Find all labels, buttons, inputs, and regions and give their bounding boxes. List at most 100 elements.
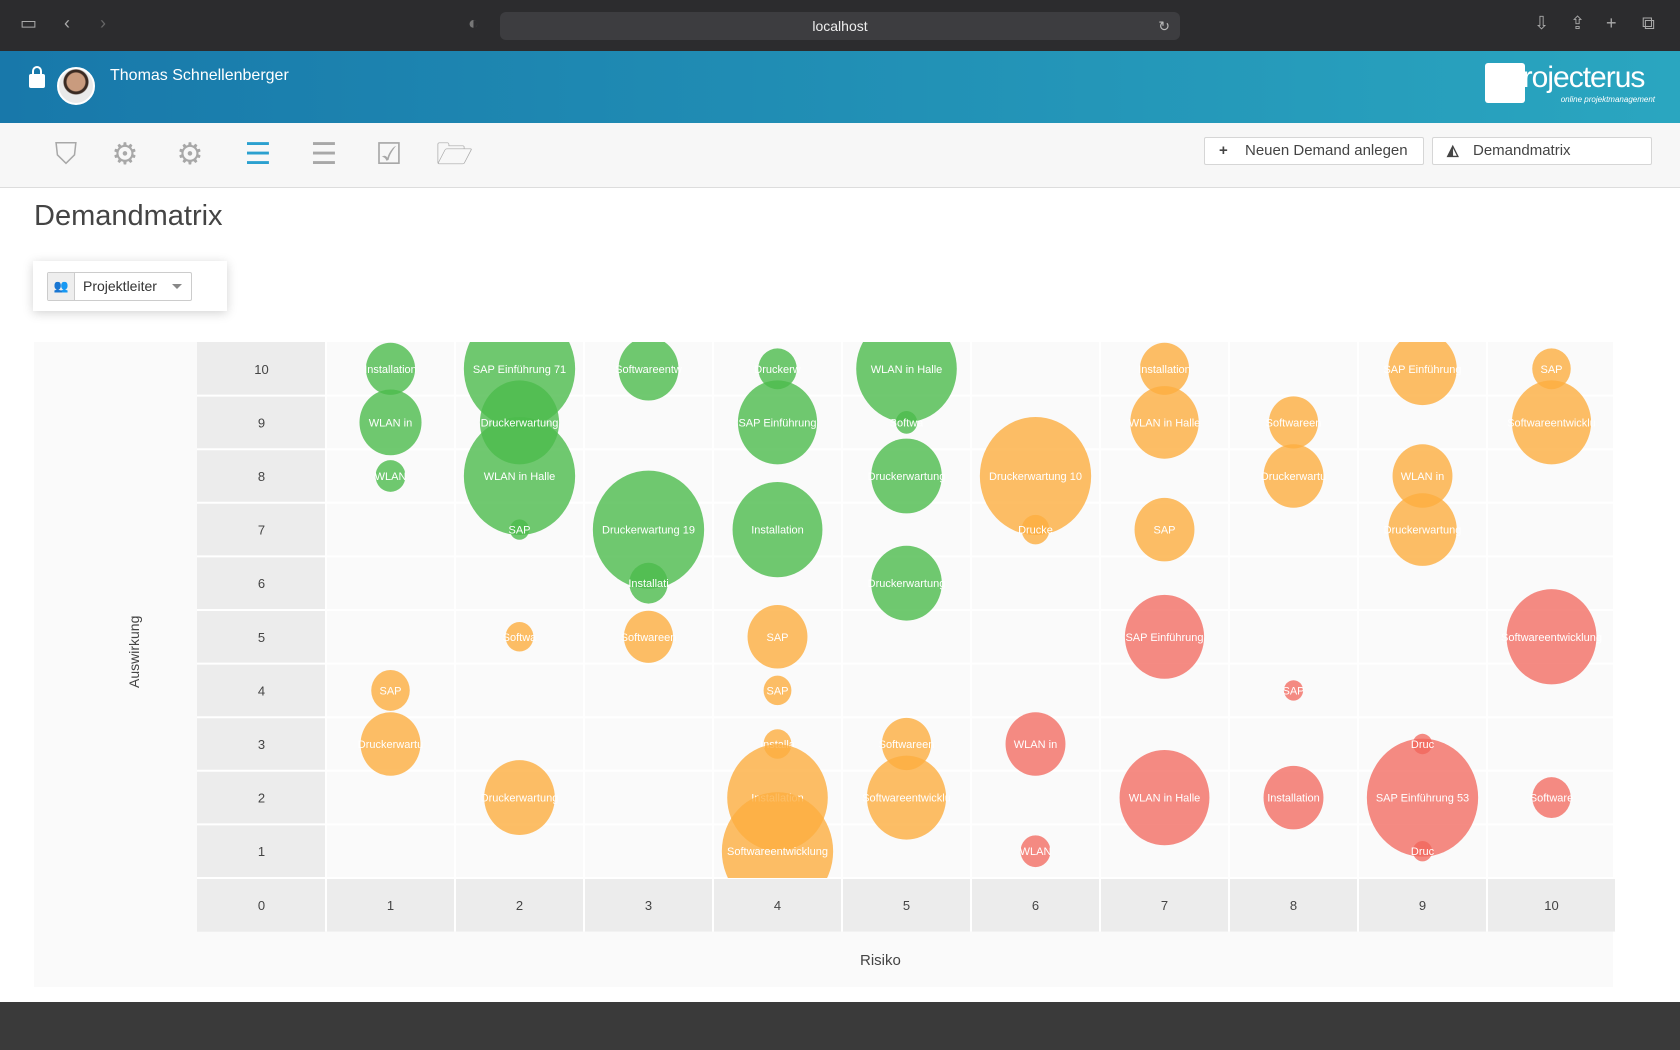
bubble-circle[interactable]	[1511, 380, 1592, 465]
checkbox-icon[interactable]: ☑	[375, 138, 403, 171]
bubble-circle[interactable]	[1263, 444, 1324, 508]
bubble-green[interactable]: Softwa	[890, 411, 925, 434]
bubble-orange[interactable]: Softwareen	[879, 717, 935, 771]
bubble-orange[interactable]: Softwareen	[1266, 396, 1322, 449]
bubble-green[interactable]: WLAN	[375, 460, 407, 492]
avatar[interactable]	[57, 67, 95, 105]
gears-icon[interactable]: ⚙	[176, 138, 204, 171]
bubble-green[interactable]: Druckerw	[754, 348, 801, 390]
server-list-icon[interactable]: ☰	[310, 138, 338, 171]
bubble-orange[interactable]: Installation	[1138, 342, 1191, 395]
bubble-circle[interactable]	[1005, 712, 1066, 776]
bubble-circle[interactable]	[747, 605, 808, 669]
bubble-circle[interactable]	[763, 675, 792, 706]
url-bar[interactable]: localhost ↻	[500, 12, 1180, 40]
bubble-circle[interactable]	[1268, 396, 1319, 449]
bubble-orange[interactable]: Softwa	[503, 622, 538, 652]
bubble-orange[interactable]: Softwareentwicklung	[721, 792, 834, 910]
bubble-circle[interactable]	[1139, 342, 1190, 395]
bubble-circle[interactable]	[979, 417, 1092, 535]
bubble-green[interactable]: Druckerwartung	[868, 545, 946, 621]
bubble-green[interactable]: Installation	[732, 481, 823, 578]
bubble-green[interactable]: WLAN in Halle	[856, 315, 957, 423]
bubble-circle[interactable]	[1119, 749, 1210, 846]
folder-open-icon[interactable]: 🗁	[436, 138, 474, 171]
download-icon[interactable]: ⇩	[1534, 13, 1550, 33]
bubble-circle[interactable]	[721, 792, 834, 910]
bubble-circle[interactable]	[484, 760, 555, 836]
lock-icon[interactable]	[29, 66, 45, 88]
bubble-circle[interactable]	[505, 622, 534, 652]
bubble-green[interactable]: WLAN in	[359, 389, 422, 456]
bubble-circle[interactable]	[758, 348, 797, 390]
role-select[interactable]: 👥 Projektleiter	[47, 272, 192, 301]
bubble-circle[interactable]	[871, 438, 942, 514]
bubble-orange[interactable]: Softwareentwicklu	[1507, 380, 1596, 465]
list-icon[interactable]: ☰	[244, 138, 272, 171]
bubble-circle[interactable]	[1134, 497, 1195, 562]
bubble-circle[interactable]	[1021, 514, 1050, 545]
bubble-circle[interactable]	[1388, 493, 1457, 566]
user-name[interactable]: Thomas Schnellenberger	[110, 67, 289, 84]
bubble-orange[interactable]: Druckerwartu	[358, 712, 423, 776]
bubble-green[interactable]: Druckerwartung 19	[592, 470, 705, 589]
bubble-circle[interactable]	[1392, 444, 1453, 508]
shield-icon[interactable]: ⛉	[54, 138, 78, 171]
bubble-red[interactable]: WLAN in Halle	[1119, 749, 1210, 846]
bubble-red[interactable]: Druc	[1411, 733, 1435, 755]
bubble-orange[interactable]: SAP Einführung	[1383, 333, 1462, 406]
forward-icon[interactable]: ›	[100, 13, 106, 33]
bubble-circle[interactable]	[509, 519, 530, 540]
bubble-orange[interactable]: Druckerwartung 10	[979, 417, 1092, 535]
bubble-green[interactable]: SAP	[508, 519, 531, 540]
back-icon[interactable]: ‹	[64, 13, 70, 33]
bubble-orange[interactable]: SAP	[1134, 497, 1195, 562]
bubble-orange[interactable]: Softwareentwicklu	[862, 755, 951, 840]
bubble-orange[interactable]: Druckerwartu	[1261, 444, 1326, 508]
bubble-circle[interactable]	[375, 460, 406, 492]
bubble-green[interactable]: Installation	[364, 342, 417, 395]
bubble-orange[interactable]: Drucke	[1018, 514, 1053, 545]
bubble-circle[interactable]	[1532, 348, 1571, 390]
bubble-circle[interactable]	[1532, 777, 1571, 819]
bubble-circle[interactable]	[856, 315, 957, 423]
bubble-red[interactable]: Druc	[1411, 840, 1435, 862]
bubble-circle[interactable]	[1124, 594, 1205, 679]
bubble-circle[interactable]	[895, 411, 918, 434]
new-tab-icon[interactable]: +	[1606, 13, 1617, 33]
bubble-circle[interactable]	[623, 610, 674, 663]
bubble-circle[interactable]	[737, 380, 818, 465]
bubble-circle[interactable]	[1283, 680, 1304, 701]
bubble-orange[interactable]: SAP	[747, 605, 808, 669]
bubble-green[interactable]: SAP Einführung	[737, 380, 818, 465]
bubble-circle[interactable]	[1366, 738, 1479, 857]
bubble-red[interactable]: WLAN in	[1005, 712, 1066, 776]
new-demand-button[interactable]: + Neuen Demand anlegen	[1204, 137, 1424, 165]
bubble-red[interactable]: Software	[1530, 777, 1573, 819]
bubble-orange[interactable]: SAP	[763, 675, 792, 706]
bubble-circle[interactable]	[871, 545, 942, 621]
bubble-circle[interactable]	[592, 470, 705, 589]
bubble-circle[interactable]	[1263, 765, 1324, 830]
bubble-circle[interactable]	[479, 380, 560, 465]
bubble-green[interactable]: Druckerwartung	[479, 380, 560, 465]
bubble-circle[interactable]	[365, 342, 416, 395]
bubble-orange[interactable]: Druckerwartung	[481, 760, 559, 836]
bubble-circle[interactable]	[866, 755, 947, 840]
bubble-green[interactable]: Installati	[628, 562, 669, 604]
bubble-red[interactable]: WLAN	[1020, 835, 1052, 868]
logo[interactable]: projecterus online projektmanagement	[1485, 61, 1655, 105]
bubble-circle[interactable]	[629, 562, 668, 604]
bubble-circle[interactable]	[1130, 386, 1199, 459]
sidebar-toggle-icon[interactable]: ▭	[20, 13, 38, 33]
gear-icon[interactable]: ⚙	[111, 138, 139, 171]
demandmatrix-button[interactable]: ◭ Demandmatrix	[1432, 137, 1652, 165]
bubble-circle[interactable]	[1412, 840, 1433, 862]
bubble-orange[interactable]: WLAN in Halle	[1129, 386, 1201, 459]
bubble-orange[interactable]: WLAN in	[1392, 444, 1453, 508]
bubble-orange[interactable]: Softwareen	[621, 610, 677, 663]
bubble-green[interactable]: Softwareentw	[615, 337, 682, 401]
bubble-red[interactable]: Softwareentwicklung	[1501, 589, 1602, 685]
bubble-red[interactable]: SAP Einführung	[1124, 594, 1205, 679]
bubble-circle[interactable]	[732, 481, 823, 578]
